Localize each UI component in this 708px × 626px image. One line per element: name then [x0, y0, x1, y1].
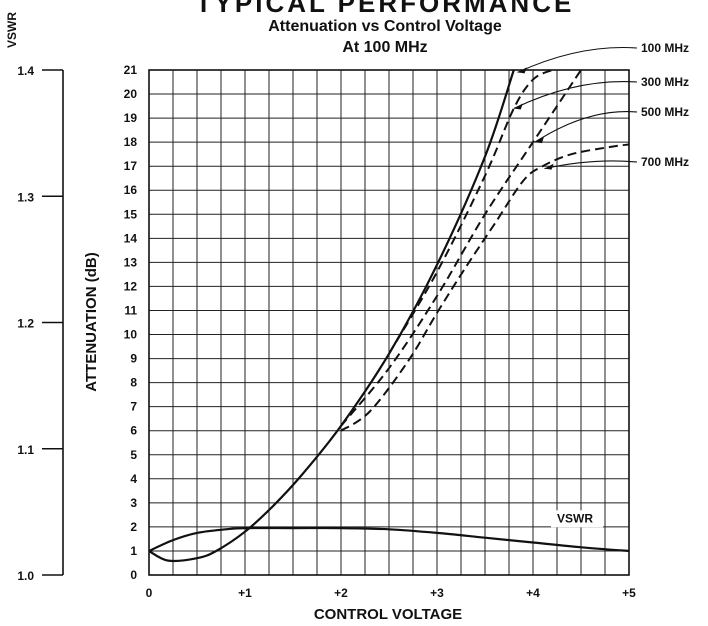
- series-label-500-mhz: 500 MHz: [641, 105, 689, 119]
- grid: [148, 69, 630, 576]
- leader-300-mhz: [513, 81, 638, 109]
- y-tick-label: 11: [124, 303, 137, 317]
- series-label-vswr: VSWR: [557, 511, 593, 525]
- arrowhead-700-mhz: [544, 163, 554, 170]
- chart-subtitle: At 100 MHz: [342, 39, 427, 56]
- y-tick-label: 12: [124, 279, 138, 293]
- leader-700-mhz: [544, 160, 638, 170]
- x-tick-label: +3: [430, 586, 444, 600]
- y2-tick-label: 1.4: [17, 64, 34, 78]
- y-tick-label: 9: [130, 352, 137, 366]
- y-tick-label: 13: [124, 255, 138, 269]
- y-tick-label: 4: [130, 472, 137, 486]
- x-tick-label: +1: [238, 586, 252, 600]
- series-line-300-mhz: [388, 69, 553, 355]
- y-tick-label: 19: [124, 111, 138, 125]
- series-label-300-mhz: 300 MHz: [641, 75, 689, 89]
- arrowhead-300-mhz: [513, 103, 523, 110]
- y-tick-label: 7: [130, 400, 137, 414]
- leader-500-mhz: [534, 111, 638, 143]
- y-tick-label: 16: [124, 183, 138, 197]
- y-tick-label: 5: [130, 448, 137, 462]
- vswr-label-bg: [551, 510, 603, 528]
- plot-frame: [148, 69, 630, 576]
- y-tick-label: 15: [124, 207, 138, 221]
- y2-tick-label: 1.3: [17, 190, 34, 204]
- y-tick-label: 21: [124, 63, 138, 77]
- y2-axis: 1.0 1.1 1.2 1.3 1.4: [17, 64, 64, 583]
- arrowhead-500-mhz: [534, 137, 544, 144]
- series-label-700-mhz: 700 MHz: [641, 155, 689, 169]
- series-line-vswr: [148, 526, 630, 553]
- series-labels: 100 MHz 300 MHz 500 MHz 700 MHz VSWR: [513, 41, 689, 528]
- x-axis-label: CONTROL VOLTAGE: [314, 606, 462, 623]
- y-tick-label: 20: [124, 87, 138, 101]
- x-tick-label: +5: [622, 586, 636, 600]
- y2-tick-label: 1.0: [17, 569, 34, 583]
- series-line-700-mhz: [340, 143, 630, 432]
- y-tick-label: 6: [130, 424, 137, 438]
- series: [148, 69, 630, 563]
- leader-100-mhz: [517, 47, 638, 73]
- y-tick-label: 17: [124, 159, 138, 173]
- x-tick-label: 0: [146, 586, 153, 600]
- chart-title: Attenuation vs Control Voltage: [268, 18, 502, 35]
- series-line-100-mhz: [148, 69, 515, 563]
- y-tick-label: 3: [130, 496, 137, 510]
- y2-tick-label: 1.2: [17, 317, 34, 331]
- y-tick-label: 8: [130, 376, 137, 390]
- y-axis-label: ATTENUATION (dB): [83, 252, 100, 391]
- y2-tick-label: 1.1: [17, 443, 34, 457]
- x-tick-label: +4: [526, 586, 540, 600]
- y-tick-label: 1: [130, 544, 137, 558]
- arrowhead-100-mhz: [517, 67, 527, 74]
- chart-header-partial: TYPICAL PERFORMANCE: [196, 0, 575, 18]
- y-tick-label: 2: [130, 520, 137, 534]
- x-tick-label: +2: [334, 586, 348, 600]
- y-tick-label: 14: [124, 231, 138, 245]
- series-line-500-mhz: [340, 69, 582, 427]
- series-label-100-mhz: 100 MHz: [641, 41, 689, 55]
- y2-axis-label: VSWR: [5, 12, 19, 48]
- y-tick-label: 0: [130, 568, 137, 582]
- y-tick-label: 10: [124, 328, 138, 342]
- y-tick-label: 18: [124, 135, 138, 149]
